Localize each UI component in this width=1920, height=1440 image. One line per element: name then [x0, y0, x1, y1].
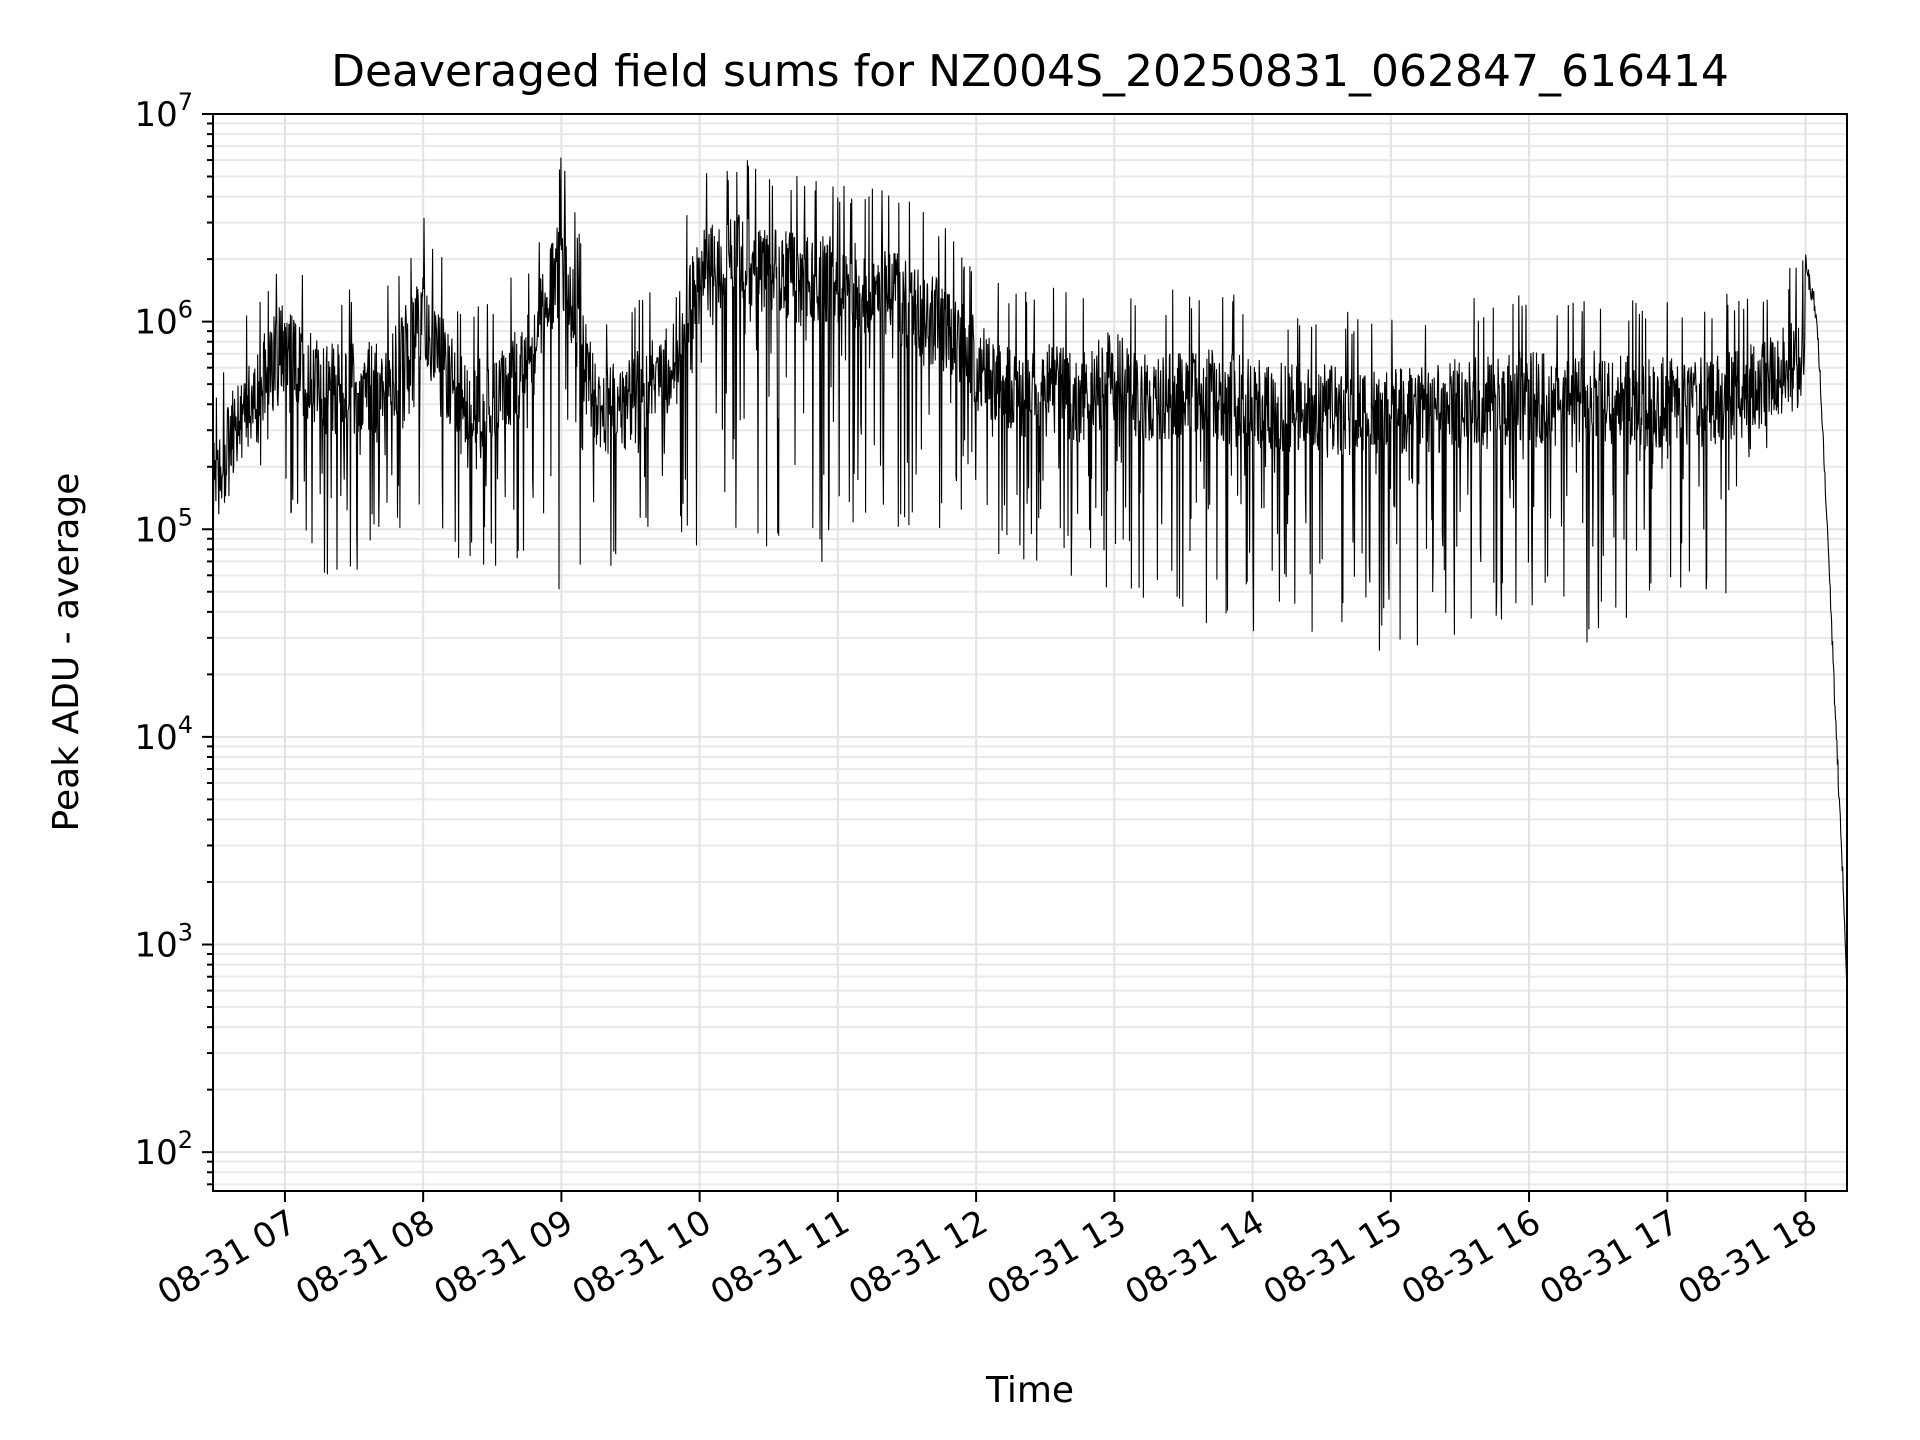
y-tick-label: 103: [134, 919, 193, 966]
y-axis-label: Peak ADU - average: [46, 473, 87, 832]
y-tick-label: 106: [134, 296, 193, 343]
y-tick-label: 102: [134, 1126, 193, 1173]
x-tick-label: 08-31 07: [151, 1202, 303, 1313]
x-tick-label: 08-31 14: [1119, 1202, 1271, 1313]
x-axis-label: Time: [985, 1370, 1074, 1411]
series-layer: [212, 157, 1848, 991]
y-axis: 102 103 104 105 106 107: [134, 88, 213, 1186]
x-tick-label: 08-31 13: [980, 1202, 1132, 1313]
x-tick-label: 08-31 12: [842, 1202, 994, 1313]
grid: [213, 113, 1847, 1191]
y-tick-label: 105: [134, 503, 193, 550]
plot-frame: [212, 113, 1848, 1192]
x-tick-label: 08-31 15: [1257, 1202, 1409, 1313]
x-tick-label: 08-31 08: [289, 1202, 441, 1313]
y-tick-label: 107: [134, 88, 193, 135]
x-tick-label: 08-31 18: [1672, 1202, 1824, 1313]
chart-title: Deaveraged field sums for NZ004S_2025083…: [331, 46, 1729, 97]
x-tick-label: 08-31 17: [1533, 1202, 1685, 1313]
y-tick-label: 104: [134, 711, 193, 758]
series-line: [212, 157, 1848, 991]
x-tick-label: 08-31 09: [428, 1202, 580, 1313]
x-tick-label: 08-31 11: [704, 1202, 856, 1313]
x-tick-label: 08-31 10: [566, 1202, 718, 1313]
x-tick-label: 08-31 16: [1395, 1202, 1547, 1313]
